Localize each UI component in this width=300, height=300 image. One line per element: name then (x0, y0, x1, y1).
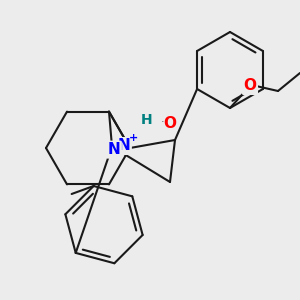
Text: O: O (244, 79, 256, 94)
Text: O: O (164, 116, 176, 131)
Text: H: H (141, 113, 153, 127)
Text: ·: · (161, 117, 165, 127)
Text: N: N (118, 139, 130, 154)
Text: N: N (108, 142, 120, 157)
Text: +: + (129, 133, 139, 143)
